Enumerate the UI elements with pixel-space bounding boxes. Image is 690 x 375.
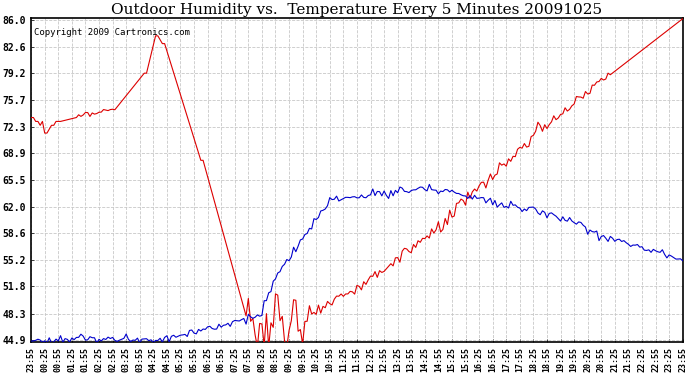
Text: Copyright 2009 Cartronics.com: Copyright 2009 Cartronics.com <box>34 28 190 37</box>
Title: Outdoor Humidity vs.  Temperature Every 5 Minutes 20091025: Outdoor Humidity vs. Temperature Every 5… <box>111 3 602 17</box>
